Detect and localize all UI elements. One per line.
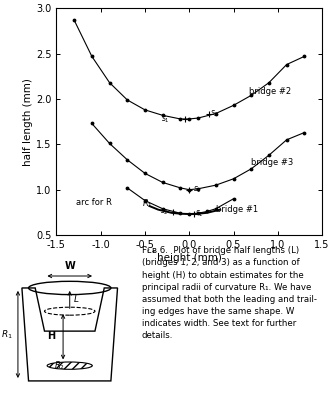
Text: $R_1$: $R_1$ — [1, 328, 13, 341]
Text: $s_2$: $s_2$ — [160, 207, 169, 217]
Text: bridge #2: bridge #2 — [249, 87, 291, 96]
Text: L: L — [74, 295, 79, 305]
Text: $R_1$: $R_1$ — [142, 198, 153, 210]
Text: bridge #1: bridge #1 — [216, 205, 258, 214]
Text: Fᴌᴃ 6.  Plot of bridge half lengths (L)
(bridges 1, 2, and 3) as a function of
h: Fᴌᴃ 6. Plot of bridge half lengths (L) (… — [142, 246, 317, 340]
Text: $s_1$: $s_1$ — [196, 209, 204, 220]
Text: $s_1$: $s_1$ — [161, 114, 170, 125]
X-axis label: height (mm): height (mm) — [157, 253, 222, 262]
Y-axis label: half length (mm): half length (mm) — [23, 78, 33, 166]
Text: H: H — [47, 332, 55, 342]
Ellipse shape — [47, 362, 92, 369]
Text: $R_2$: $R_2$ — [54, 359, 65, 372]
Text: $s_2$: $s_2$ — [210, 109, 219, 119]
Text: bridge #3: bridge #3 — [251, 158, 293, 167]
Text: $s_1$: $s_1$ — [193, 185, 202, 195]
Text: W: W — [64, 261, 75, 271]
Text: arc for R: arc for R — [76, 198, 112, 207]
